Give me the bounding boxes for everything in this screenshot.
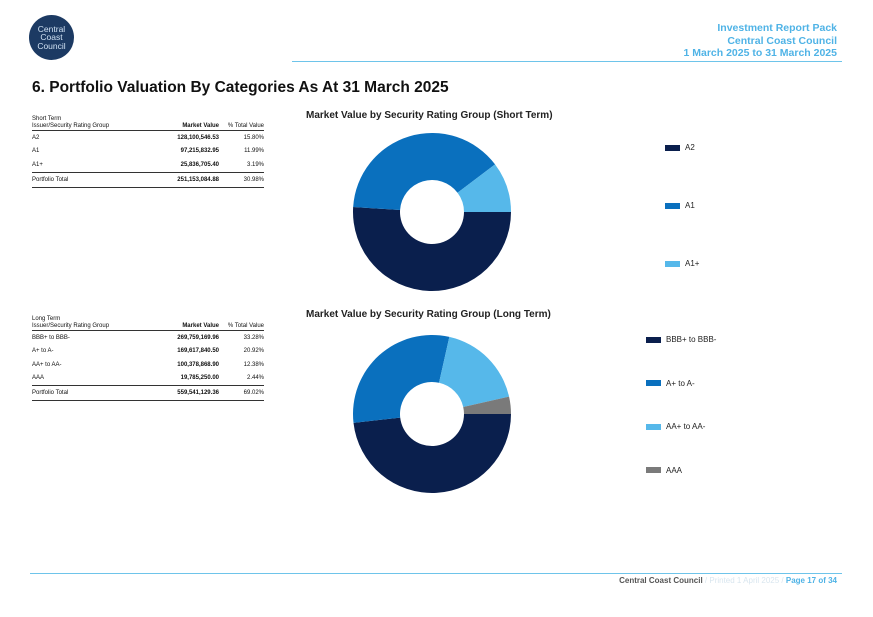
logo-line-1: Central — [37, 23, 66, 34]
legend-item-aaa: AAA — [646, 466, 682, 475]
long-term-table: Long Term Issuer/Security Rating Group M… — [32, 316, 264, 401]
footer-page-number: Page 17 of 34 — [785, 576, 837, 585]
table-caption: Short Term — [32, 116, 62, 122]
table-row: AA+ to AA- 100,378,868.90 12.38% — [32, 358, 264, 372]
donut-chart-short-term — [353, 133, 511, 291]
row-market-value: 128,100,546.53 — [177, 134, 219, 141]
row-group: AA+ to AA- — [32, 361, 62, 368]
legend-label: AAA — [666, 465, 683, 475]
legend-item-aaplus-to-aaminus: AA+ to AA- — [646, 422, 705, 431]
row-market-value: 169,617,840.50 — [177, 348, 219, 355]
column-header-group: Issuer/Security Rating Group — [32, 123, 110, 129]
legend-item-a1: A1 — [665, 201, 695, 210]
page-footer: Central Coast Council / Printed 1 April … — [619, 576, 837, 585]
donut-chart-long-term — [353, 335, 511, 494]
row-market-value: 97,215,832.95 — [180, 148, 219, 155]
report-header: Investment Report Pack Central Coast Cou… — [683, 22, 837, 60]
legend-label: BBB+ to BBB- — [666, 335, 717, 344]
table-row: A+ to A- 169,617,840.50 20.92% — [32, 345, 264, 359]
row-market-value: 19,785,250.00 — [180, 375, 219, 382]
table-header: Issuer/Security Rating Group Market Valu… — [32, 323, 264, 331]
legend-label: AA+ to AA- — [666, 422, 706, 431]
short-term-table: Short Term Issuer/Security Rating Group … — [32, 116, 264, 188]
column-header-group: Issuer/Security Rating Group — [32, 323, 110, 329]
legend-swatch — [665, 144, 680, 151]
footer-divider — [30, 573, 842, 574]
donut-slice-a1 — [353, 133, 496, 210]
footer-printed: / Printed 1 April 2025 / — [704, 576, 784, 585]
donut-slice-aaplus-to-aaminus — [439, 336, 510, 407]
legend-swatch — [646, 380, 661, 386]
row-group: BBB+ to BBB- — [32, 334, 70, 341]
row-group: AAA — [32, 375, 45, 382]
page-title: 6. Portfolio Valuation By Categories As … — [32, 79, 449, 96]
table-total-row: Portfolio Total 559,541,129.36 69.02% — [32, 385, 264, 401]
row-market-value: 100,378,868.90 — [177, 361, 219, 368]
donut-slice-bbbplus-to-bbbminus — [353, 414, 511, 494]
table-row: A1 97,215,832.95 11.99% — [32, 145, 264, 159]
donut-slice-aplus-to-aminus — [353, 335, 450, 423]
donut-slice-a1plus — [457, 164, 511, 212]
chart-title-short-term: Market Value by Security Rating Group (S… — [306, 110, 553, 121]
header-divider — [292, 61, 842, 62]
total-market-value: 251,153,084.88 — [177, 176, 219, 183]
total-label: Portfolio Total — [32, 390, 69, 396]
row-group: A1 — [32, 148, 40, 155]
legend-swatch — [646, 336, 661, 343]
total-pct: 30.98% — [243, 176, 264, 183]
row-pct: 12.38% — [243, 361, 264, 368]
table-row: BBB+ to BBB- 269,759,169.96 33.28% — [32, 331, 264, 345]
row-pct: 11.99% — [244, 148, 264, 155]
column-header-pct: % Total Value — [227, 123, 264, 129]
legend-label: A+ to A- — [666, 378, 695, 388]
total-pct: 69.02% — [243, 390, 264, 396]
report-header-period: 1 March 2025 to 31 March 2025 — [683, 47, 837, 59]
row-market-value: 269,759,169.96 — [177, 334, 219, 341]
row-group: A2 — [32, 134, 40, 141]
legend-item-a1plus: A1+ — [665, 259, 699, 268]
column-header-market-value: Market Value — [182, 123, 219, 129]
chart-title-long-term: Market Value by Security Rating Group (L… — [306, 309, 551, 320]
column-header-market-value: Market Value — [182, 323, 219, 329]
legend-swatch — [665, 260, 680, 267]
legend-swatch — [646, 423, 661, 430]
logo-line-2: Coast — [40, 32, 63, 43]
report-header-title: Investment Report Pack — [717, 22, 837, 34]
row-group: A1+ — [32, 161, 43, 168]
table-header: Issuer/Security Rating Group Market Valu… — [32, 123, 264, 131]
logo-line-3: Council — [37, 40, 66, 51]
row-pct: 15.80% — [243, 134, 264, 141]
legend-label: A1 — [685, 201, 695, 210]
table-row: A2 128,100,546.53 15.80% — [32, 131, 264, 145]
row-pct: 3.19% — [246, 161, 264, 168]
row-pct: 33.28% — [243, 334, 264, 341]
legend-item-a2: A2 — [665, 143, 695, 152]
donut-slice-a2 — [353, 207, 511, 291]
legend-label: A1+ — [685, 259, 700, 268]
table-row: A1+ 25,836,705.40 3.19% — [32, 158, 264, 172]
total-label: Portfolio Total — [32, 176, 69, 183]
legend-label: A2 — [685, 143, 695, 152]
table-row: AAA 19,785,250.00 2.44% — [32, 372, 264, 386]
donut-slice-aaa — [463, 396, 511, 414]
legend-item-aplus-to-aminus: A+ to A- — [646, 379, 695, 388]
council-logo: Central Coast Council — [29, 15, 74, 60]
footer-org: Central Coast Council — [619, 576, 703, 585]
legend-item-bbbplus-to-bbbminus: BBB+ to BBB- — [646, 335, 716, 344]
row-pct: 20.92% — [243, 348, 264, 355]
table-total-row: Portfolio Total 251,153,084.88 30.98% — [32, 171, 264, 188]
legend-swatch — [665, 202, 680, 209]
row-market-value: 25,836,705.40 — [180, 161, 219, 168]
column-header-pct: % Total Value — [227, 323, 264, 329]
row-pct: 2.44% — [246, 375, 264, 382]
report-header-council: Central Coast Council — [727, 34, 837, 47]
row-group: A+ to A- — [32, 348, 54, 355]
table-caption: Long Term — [32, 316, 61, 322]
legend-swatch — [646, 467, 661, 473]
total-market-value: 559,541,129.36 — [177, 390, 219, 396]
